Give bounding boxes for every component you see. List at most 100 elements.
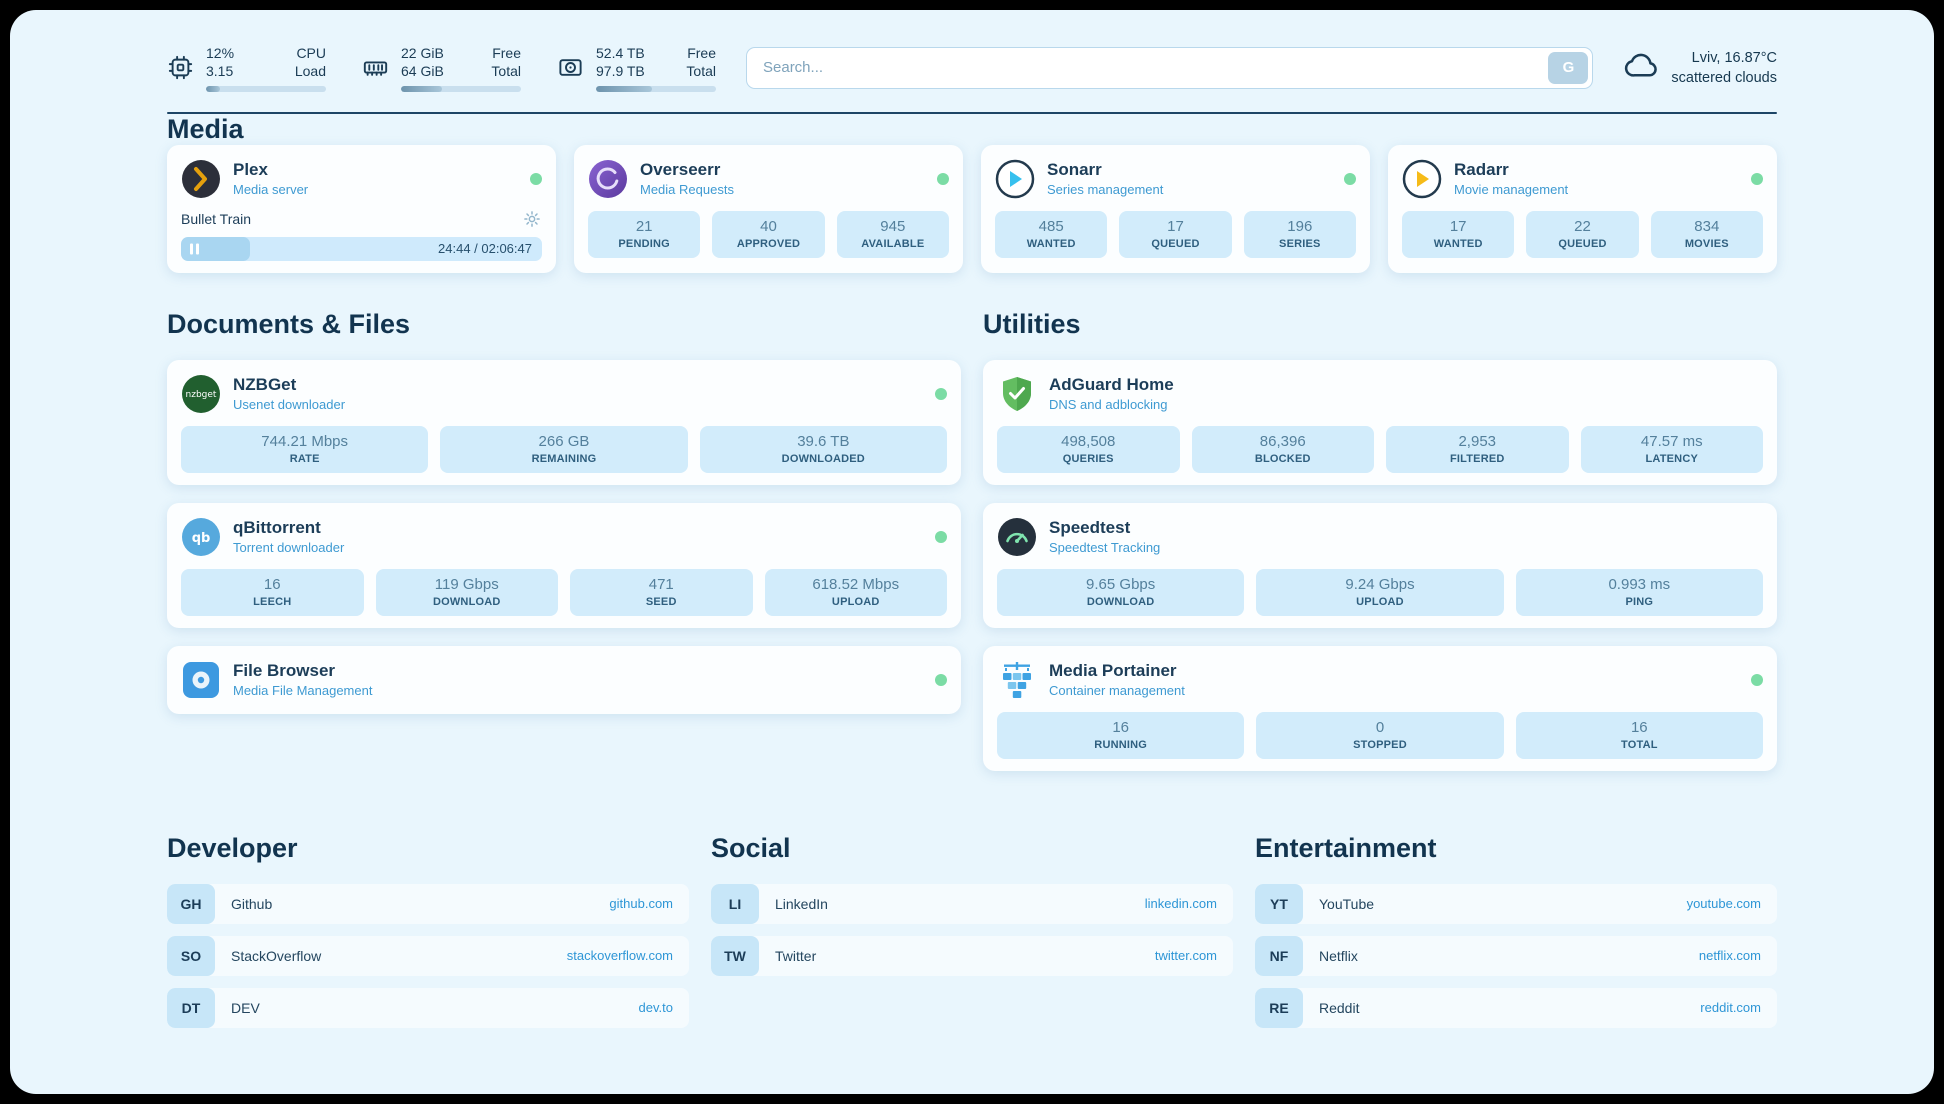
stat-series: 196 SERIES <box>1243 210 1356 258</box>
app-description: Media File Management <box>233 683 373 699</box>
speedtest-icon <box>997 517 1037 557</box>
bookmark-netflix[interactable]: NF Netflix netflix.com <box>1255 935 1777 976</box>
bookmark-group-social: Social LI LinkedIn linkedin.com TW Twitt… <box>711 833 1233 1028</box>
status-dot <box>1751 172 1763 185</box>
stat-download: 9.65 Gbps DOWNLOAD <box>997 568 1245 616</box>
bookmark-url: linkedin.com <box>1144 896 1217 912</box>
stat-queries: 498,508 QUERIES <box>997 425 1180 473</box>
bookmark-name: YouTube <box>1319 895 1375 912</box>
status-dot <box>1344 172 1356 185</box>
status-dot <box>1751 673 1763 686</box>
app-description: Movie management <box>1454 182 1569 198</box>
stat-running: 16 RUNNING <box>997 711 1245 759</box>
cpu-labels: CPU Load <box>294 45 326 80</box>
weather-widget: Lviv, 16.87°C scattered clouds <box>1623 46 1777 90</box>
app-description: Container management <box>1049 683 1185 699</box>
app-name: qBittorrent <box>233 518 321 538</box>
bookmark-name: DEV <box>231 999 260 1016</box>
bookmark-badge: LI <box>711 883 759 924</box>
nzbget-icon: nzbget <box>181 374 221 414</box>
app-card-sonarr[interactable]: Sonarr Series management 485 WANTED 17 Q… <box>981 144 1370 273</box>
app-name: AdGuard Home <box>1049 375 1174 395</box>
section-title-social: Social <box>711 832 791 863</box>
app-card-nzbget[interactable]: nzbget NZBGet Usenet downloader 744.21 M… <box>167 359 961 485</box>
overseerr-icon <box>588 159 628 199</box>
svg-text:qb: qb <box>192 531 211 546</box>
status-dot <box>935 387 947 400</box>
app-card-plex[interactable]: Plex Media server Bullet Train 24:44 / 0… <box>167 144 556 273</box>
app-card-radarr[interactable]: Radarr Movie management 17 WANTED 22 QUE… <box>1388 144 1777 273</box>
disk-widget: 52.4 TB 97.9 TB Free Total <box>557 44 716 92</box>
qbittorrent-icon: qb <box>181 517 221 557</box>
bookmark-youtube[interactable]: YT YouTube youtube.com <box>1255 883 1777 924</box>
bookmark-twitter[interactable]: TW Twitter twitter.com <box>711 935 1233 976</box>
portainer-icon <box>997 660 1037 700</box>
bookmark-url: twitter.com <box>1154 948 1217 964</box>
stat-remaining: 266 GB REMAINING <box>440 425 688 473</box>
pause-icon[interactable] <box>190 243 199 255</box>
app-card-qbittorrent[interactable]: qb qBittorrent Torrent downloader 16 LEE… <box>167 502 961 628</box>
status-dot <box>530 172 542 185</box>
app-name: Sonarr <box>1047 160 1102 180</box>
disk-icon <box>557 54 584 81</box>
bookmark-url: dev.to <box>638 1000 673 1016</box>
disk-progress-bar <box>596 85 716 92</box>
app-name: Plex <box>233 160 268 180</box>
bookmark-dev[interactable]: DT DEV dev.to <box>167 987 689 1028</box>
stat-approved: 40 APPROVED <box>712 210 825 258</box>
stat-seed: 471 SEED <box>570 568 753 616</box>
stat-total: 16 TOTAL <box>1515 711 1763 759</box>
stat-leech: 16 LEECH <box>181 568 364 616</box>
stat-rate: 744.21 Mbps RATE <box>181 425 429 473</box>
app-description: Series management <box>1047 182 1164 198</box>
app-card-portainer[interactable]: Media Portainer Container management 16 … <box>983 645 1777 771</box>
ram-icon <box>362 54 389 81</box>
bookmark-stackoverflow[interactable]: SO StackOverflow stackoverflow.com <box>167 935 689 976</box>
utilities-column: Utilities AdGuard Home DNS and adblockin… <box>983 309 1777 771</box>
cpu-widget: 12% 3.15 CPU Load <box>167 44 326 92</box>
stat-wanted: 485 WANTED <box>995 210 1108 258</box>
status-dot <box>937 172 949 185</box>
stat-upload: 618.52 Mbps UPLOAD <box>764 568 947 616</box>
bookmark-name: StackOverflow <box>231 947 322 964</box>
filebrowser-icon <box>181 660 221 700</box>
search-input[interactable] <box>746 46 1594 89</box>
bookmark-badge: TW <box>711 935 759 976</box>
bookmark-badge: YT <box>1255 883 1303 924</box>
bookmark-reddit[interactable]: RE Reddit reddit.com <box>1255 987 1777 1028</box>
section-title-documents: Documents & Files <box>167 308 411 339</box>
disk-values: 52.4 TB 97.9 TB <box>596 45 645 80</box>
media-grid: Plex Media server Bullet Train 24:44 / 0… <box>167 144 1777 273</box>
plex-icon <box>181 159 221 199</box>
cpu-icon <box>167 54 194 81</box>
stat-available: 945 AVAILABLE <box>836 210 949 258</box>
stat-blocked: 86,396 BLOCKED <box>1191 425 1374 473</box>
bookmark-name: LinkedIn <box>775 895 828 912</box>
playback-progress-bar[interactable]: 24:44 / 02:06:47 <box>181 236 542 261</box>
app-card-overseerr[interactable]: Overseerr Media Requests 21 PENDING 40 A… <box>574 144 963 273</box>
bookmark-url: netflix.com <box>1698 948 1761 964</box>
app-card-filebrowser[interactable]: File Browser Media File Management <box>167 645 961 714</box>
dashboard: 12% 3.15 CPU Load <box>10 10 1934 1094</box>
bookmark-badge: SO <box>167 935 215 976</box>
app-card-speedtest[interactable]: Speedtest Speedtest Tracking 9.65 Gbps D… <box>983 502 1777 628</box>
search-provider-button[interactable]: G <box>1548 51 1589 84</box>
cloud-icon <box>1623 46 1661 90</box>
documents-column: Documents & Files nzbget NZBGet Usenet d… <box>167 309 961 771</box>
bookmark-url: stackoverflow.com <box>566 948 673 964</box>
bookmark-badge: RE <box>1255 987 1303 1028</box>
app-name: Overseerr <box>640 160 721 180</box>
weather-location: Lviv, 16.87°C <box>1691 49 1777 66</box>
stat-downloaded: 39.6 TB DOWNLOADED <box>699 425 947 473</box>
bookmark-linkedin[interactable]: LI LinkedIn linkedin.com <box>711 883 1233 924</box>
status-dot <box>935 530 947 543</box>
bookmark-url: youtube.com <box>1686 896 1761 912</box>
app-card-adguard[interactable]: AdGuard Home DNS and adblocking 498,508 … <box>983 359 1777 485</box>
bookmark-github[interactable]: GH Github github.com <box>167 883 689 924</box>
stat-filtered: 2,953 FILTERED <box>1386 425 1569 473</box>
bookmark-name: Netflix <box>1319 947 1358 964</box>
gear-icon[interactable] <box>522 209 542 229</box>
search-bar: G <box>746 46 1594 89</box>
bookmark-name: Reddit <box>1319 999 1360 1016</box>
bookmark-badge: GH <box>167 883 215 924</box>
